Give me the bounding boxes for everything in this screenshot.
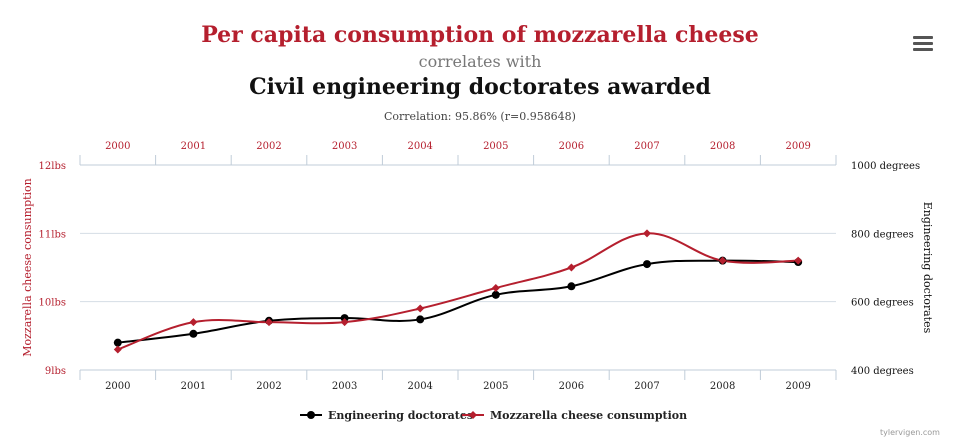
cheese-point: [567, 263, 576, 272]
doctorates-point: [189, 329, 198, 338]
chart-title-cheese: Per capita consumption of mozzarella che…: [201, 22, 759, 48]
grid-layer: [80, 232, 836, 303]
legend-item-doctorates[interactable]: Engineering doctorates: [300, 409, 473, 422]
x-tick-label-bottom: 2002: [256, 381, 281, 392]
x-tick-label-bottom: 2009: [785, 381, 810, 392]
hamburger-menu-icon[interactable]: [913, 36, 933, 52]
correlation-label: Correlation: 95.86% (r=0.958648): [384, 110, 576, 123]
legend-label: Engineering doctorates: [328, 409, 473, 422]
x-tick-label-bottom: 2008: [710, 381, 735, 392]
cheese-point: [794, 256, 803, 265]
left-tick-label: 10lbs: [39, 298, 66, 309]
doctorates-point: [567, 282, 576, 291]
doctorates-point: [113, 338, 122, 347]
x-tick-label-bottom: 2006: [559, 381, 584, 392]
menu-bar: [913, 36, 933, 39]
chart-title-doctorates: Civil engineering doctorates awarded: [249, 74, 711, 100]
legend-item-cheese[interactable]: Mozzarella cheese consumption: [462, 409, 687, 422]
x-tick-label-bottom: 2003: [332, 381, 357, 392]
left-tick-label: 12lbs: [39, 161, 66, 172]
legend-swatch-marker: [469, 411, 477, 419]
right-tick-label: 600 degrees: [851, 298, 914, 309]
x-tick-label-top: 2004: [407, 141, 432, 152]
cheese-point: [189, 318, 198, 327]
right-axis-title: Engineering doctorates: [921, 202, 934, 334]
cheese-point: [113, 345, 122, 354]
cheese-point: [643, 229, 651, 238]
cheese-point: [718, 256, 727, 265]
x-tick-label-bottom: 2007: [634, 381, 659, 392]
cheese-point: [340, 318, 349, 327]
legend-label: Mozzarella cheese consumption: [490, 409, 687, 422]
series-line-doctorates: [117, 259, 799, 344]
left-tick-label: 11lbs: [39, 229, 66, 240]
cheese-point: [491, 284, 500, 292]
menu-bar: [913, 42, 933, 45]
series-layer: [113, 229, 803, 354]
x-tick-label-top: 2008: [710, 141, 735, 152]
x-tick-label-top: 2001: [181, 141, 206, 152]
doctorates-point: [416, 315, 425, 324]
left-tick-label: 9lbs: [45, 366, 66, 377]
x-tick-label-top: 2007: [634, 141, 659, 152]
watermark: tylervigen.com: [880, 428, 940, 437]
series-line-cheese: [117, 232, 799, 351]
x-tick-label-top: 2003: [332, 141, 357, 152]
legend[interactable]: Engineering doctorates Mozzarella cheese …: [300, 409, 687, 422]
legend-swatch-marker: [307, 411, 315, 419]
doctorates-point: [340, 314, 349, 323]
doctorates-point: [643, 260, 651, 269]
x-tick-label-top: 2006: [559, 141, 584, 152]
x-tick-label-top: 2002: [256, 141, 281, 152]
right-tick-label: 1000 degrees: [851, 161, 920, 172]
x-tick-label-top: 2005: [483, 141, 508, 152]
cheese-point: [416, 304, 425, 313]
x-tick-label-top: 2000: [105, 141, 130, 152]
doctorates-point: [491, 290, 500, 299]
x-tick-label-top: 2009: [785, 141, 810, 152]
x-tick-label-bottom: 2000: [105, 381, 130, 392]
left-axis-title: Mozzarella cheese consumption: [21, 178, 34, 357]
right-tick-label: 800 degrees: [851, 229, 914, 240]
right-tick-label: 400 degrees: [851, 366, 914, 377]
x-tick-label-bottom: 2005: [483, 381, 508, 392]
cheese-point: [265, 318, 273, 327]
x-tick-label-bottom: 2001: [181, 381, 206, 392]
chart-connector: correlates with: [418, 52, 542, 71]
menu-bar: [913, 48, 933, 51]
axis-layer: 2000 2000 2001 2001 2002 2002 2003 2003 2004 2004…: [21, 141, 934, 392]
x-tick-label-bottom: 2004: [407, 381, 432, 392]
